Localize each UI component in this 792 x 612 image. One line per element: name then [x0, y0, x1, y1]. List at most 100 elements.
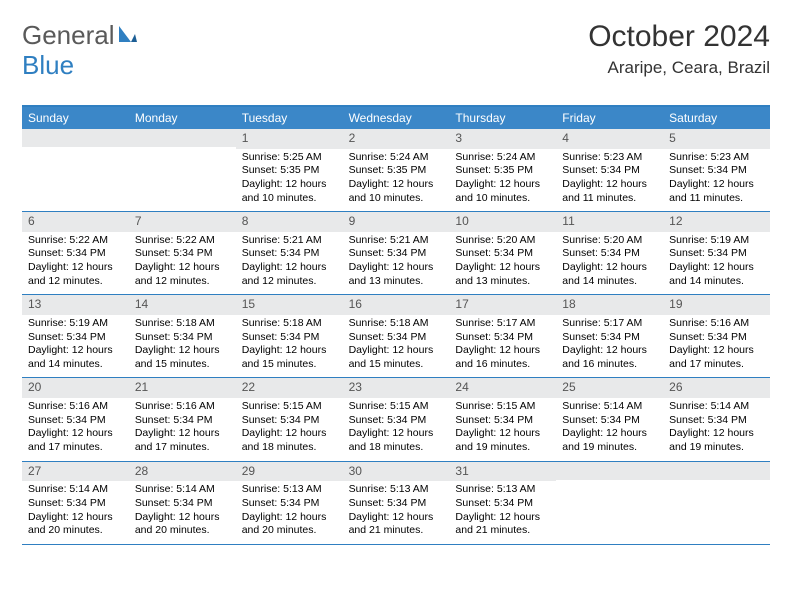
cell-line: Sunrise: 5:24 AM: [349, 151, 444, 165]
month-title: October 2024: [588, 20, 770, 54]
calendar-cell: [663, 462, 770, 544]
cell-line: Sunset: 5:34 PM: [455, 414, 550, 428]
cell-line: Sunrise: 5:23 AM: [562, 151, 657, 165]
calendar-cell: 27Sunrise: 5:14 AMSunset: 5:34 PMDayligh…: [22, 462, 129, 544]
cell-line: Sunrise: 5:15 AM: [242, 400, 337, 414]
calendar-cell: 15Sunrise: 5:18 AMSunset: 5:34 PMDayligh…: [236, 295, 343, 377]
logo: General: [22, 20, 139, 51]
cell-body: Sunrise: 5:19 AMSunset: 5:34 PMDaylight:…: [663, 232, 770, 295]
day-number: 21: [129, 378, 236, 398]
cell-line: Sunrise: 5:18 AM: [349, 317, 444, 331]
day-number: 4: [556, 129, 663, 149]
cell-line: Sunset: 5:34 PM: [455, 331, 550, 345]
cell-body: Sunrise: 5:22 AMSunset: 5:34 PMDaylight:…: [22, 232, 129, 295]
cell-line: Sunrise: 5:16 AM: [669, 317, 764, 331]
calendar-cell: 7Sunrise: 5:22 AMSunset: 5:34 PMDaylight…: [129, 212, 236, 294]
calendar-cell: 23Sunrise: 5:15 AMSunset: 5:34 PMDayligh…: [343, 378, 450, 460]
cell-line: Sunset: 5:34 PM: [28, 414, 123, 428]
cell-body: Sunrise: 5:16 AMSunset: 5:34 PMDaylight:…: [663, 315, 770, 378]
cell-line: Sunrise: 5:18 AM: [135, 317, 230, 331]
day-header-cell: Thursday: [449, 107, 556, 129]
cell-line: Daylight: 12 hours and 19 minutes.: [669, 427, 764, 454]
calendar-cell: 3Sunrise: 5:24 AMSunset: 5:35 PMDaylight…: [449, 129, 556, 211]
day-number: 7: [129, 212, 236, 232]
cell-line: Sunset: 5:34 PM: [669, 414, 764, 428]
cell-body: Sunrise: 5:21 AMSunset: 5:34 PMDaylight:…: [236, 232, 343, 295]
day-number: 14: [129, 295, 236, 315]
cell-line: Daylight: 12 hours and 16 minutes.: [562, 344, 657, 371]
cell-line: Sunset: 5:34 PM: [28, 497, 123, 511]
day-number: 19: [663, 295, 770, 315]
cell-body: Sunrise: 5:22 AMSunset: 5:34 PMDaylight:…: [129, 232, 236, 295]
day-header-cell: Wednesday: [343, 107, 450, 129]
calendar-cell: 1Sunrise: 5:25 AMSunset: 5:35 PMDaylight…: [236, 129, 343, 211]
cell-body: [22, 147, 129, 209]
cell-line: Daylight: 12 hours and 19 minutes.: [455, 427, 550, 454]
day-number: 13: [22, 295, 129, 315]
cell-line: Daylight: 12 hours and 21 minutes.: [455, 511, 550, 538]
day-number: 20: [22, 378, 129, 398]
calendar-cell: 30Sunrise: 5:13 AMSunset: 5:34 PMDayligh…: [343, 462, 450, 544]
cell-line: Sunrise: 5:18 AM: [242, 317, 337, 331]
cell-body: Sunrise: 5:23 AMSunset: 5:34 PMDaylight:…: [663, 149, 770, 212]
cell-line: Sunrise: 5:24 AM: [455, 151, 550, 165]
cell-line: Daylight: 12 hours and 20 minutes.: [28, 511, 123, 538]
cell-line: Daylight: 12 hours and 10 minutes.: [349, 178, 444, 205]
cell-body: [663, 480, 770, 542]
cell-line: Daylight: 12 hours and 15 minutes.: [349, 344, 444, 371]
cell-line: Sunrise: 5:13 AM: [242, 483, 337, 497]
cell-line: Sunrise: 5:16 AM: [28, 400, 123, 414]
cell-line: Sunset: 5:34 PM: [562, 164, 657, 178]
calendar-cell: 14Sunrise: 5:18 AMSunset: 5:34 PMDayligh…: [129, 295, 236, 377]
cell-line: Daylight: 12 hours and 21 minutes.: [349, 511, 444, 538]
day-number: 26: [663, 378, 770, 398]
cell-line: Daylight: 12 hours and 17 minutes.: [669, 344, 764, 371]
cell-line: Daylight: 12 hours and 12 minutes.: [28, 261, 123, 288]
cell-line: Sunrise: 5:14 AM: [28, 483, 123, 497]
day-number: 1: [236, 129, 343, 149]
day-number: 5: [663, 129, 770, 149]
calendar-cell: 19Sunrise: 5:16 AMSunset: 5:34 PMDayligh…: [663, 295, 770, 377]
calendar-cell: 13Sunrise: 5:19 AMSunset: 5:34 PMDayligh…: [22, 295, 129, 377]
day-number: [22, 129, 129, 147]
cell-body: Sunrise: 5:25 AMSunset: 5:35 PMDaylight:…: [236, 149, 343, 212]
cell-line: Sunset: 5:34 PM: [135, 247, 230, 261]
cell-line: Daylight: 12 hours and 17 minutes.: [135, 427, 230, 454]
cell-line: Sunset: 5:34 PM: [242, 247, 337, 261]
cell-body: Sunrise: 5:14 AMSunset: 5:34 PMDaylight:…: [556, 398, 663, 461]
day-number: 10: [449, 212, 556, 232]
cell-body: Sunrise: 5:19 AMSunset: 5:34 PMDaylight:…: [22, 315, 129, 378]
day-number: 16: [343, 295, 450, 315]
cell-line: Daylight: 12 hours and 13 minutes.: [349, 261, 444, 288]
cell-line: Daylight: 12 hours and 14 minutes.: [562, 261, 657, 288]
cell-body: Sunrise: 5:18 AMSunset: 5:34 PMDaylight:…: [236, 315, 343, 378]
calendar-cell: 17Sunrise: 5:17 AMSunset: 5:34 PMDayligh…: [449, 295, 556, 377]
cell-line: Sunset: 5:34 PM: [455, 497, 550, 511]
day-header-cell: Friday: [556, 107, 663, 129]
cell-line: Sunset: 5:34 PM: [562, 247, 657, 261]
calendar-cell: 20Sunrise: 5:16 AMSunset: 5:34 PMDayligh…: [22, 378, 129, 460]
cell-line: Sunset: 5:34 PM: [135, 414, 230, 428]
cell-line: Daylight: 12 hours and 11 minutes.: [562, 178, 657, 205]
week-row: 27Sunrise: 5:14 AMSunset: 5:34 PMDayligh…: [22, 462, 770, 545]
cell-line: Sunset: 5:35 PM: [455, 164, 550, 178]
calendar-cell: 11Sunrise: 5:20 AMSunset: 5:34 PMDayligh…: [556, 212, 663, 294]
day-number: 22: [236, 378, 343, 398]
cell-line: Sunrise: 5:17 AM: [562, 317, 657, 331]
cell-body: [556, 480, 663, 542]
day-header-row: SundayMondayTuesdayWednesdayThursdayFrid…: [22, 107, 770, 129]
cell-body: Sunrise: 5:16 AMSunset: 5:34 PMDaylight:…: [129, 398, 236, 461]
cell-line: Sunrise: 5:21 AM: [349, 234, 444, 248]
cell-line: Sunset: 5:34 PM: [349, 414, 444, 428]
cell-line: Sunrise: 5:19 AM: [28, 317, 123, 331]
cell-line: Daylight: 12 hours and 12 minutes.: [135, 261, 230, 288]
day-number: 6: [22, 212, 129, 232]
calendar-cell: [556, 462, 663, 544]
calendar-cell: 9Sunrise: 5:21 AMSunset: 5:34 PMDaylight…: [343, 212, 450, 294]
cell-line: Sunset: 5:34 PM: [349, 331, 444, 345]
cell-line: Sunset: 5:34 PM: [242, 497, 337, 511]
day-number: [556, 462, 663, 480]
day-number: 27: [22, 462, 129, 482]
day-number: 15: [236, 295, 343, 315]
cell-line: Daylight: 12 hours and 12 minutes.: [242, 261, 337, 288]
